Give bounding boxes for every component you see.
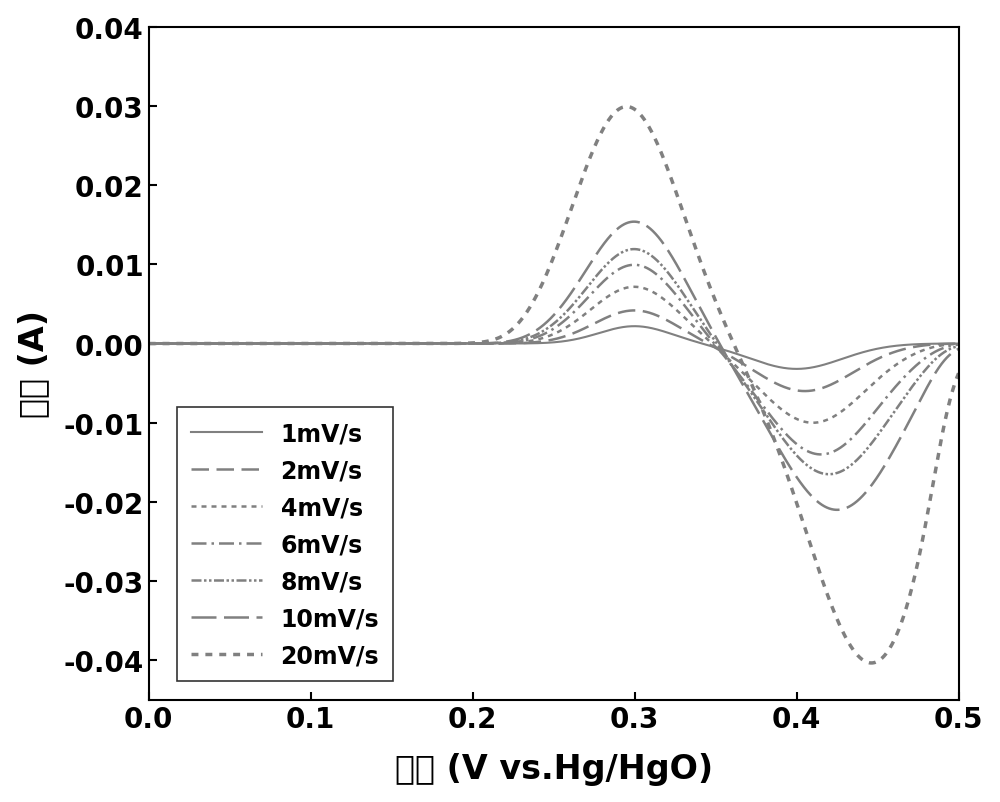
8mV/s: [850, 456, 862, 466]
20mV/s: [283, 339, 295, 349]
10mV/s: [953, 345, 965, 354]
1mV/s: [453, 339, 465, 349]
1mV/s: [850, 350, 862, 359]
2mV/s: [937, 340, 949, 350]
6mV/s: [937, 344, 949, 354]
1mV/s: [143, 339, 155, 349]
8mV/s: [628, 245, 640, 254]
10mV/s: [937, 358, 949, 367]
6mV/s: [488, 339, 500, 349]
20mV/s: [850, 649, 862, 658]
20mV/s: [953, 369, 965, 379]
X-axis label: 电压 (V vs.Hg/HgO): 电压 (V vs.Hg/HgO): [395, 752, 713, 785]
10mV/s: [628, 217, 640, 227]
1mV/s: [791, 365, 803, 375]
2mV/s: [488, 339, 500, 349]
1mV/s: [488, 339, 500, 349]
4mV/s: [937, 341, 949, 350]
4mV/s: [283, 339, 295, 349]
20mV/s: [235, 339, 247, 349]
10mV/s: [850, 497, 862, 507]
8mV/s: [488, 339, 500, 349]
1mV/s: [235, 339, 247, 349]
4mV/s: [850, 395, 862, 405]
Line: 8mV/s: 8mV/s: [149, 249, 959, 475]
2mV/s: [799, 387, 811, 396]
Line: 20mV/s: 20mV/s: [149, 107, 959, 663]
2mV/s: [850, 367, 862, 376]
4mV/s: [953, 339, 965, 349]
10mV/s: [235, 339, 247, 349]
20mV/s: [937, 425, 949, 435]
4mV/s: [143, 339, 155, 349]
2mV/s: [953, 339, 965, 349]
Line: 2mV/s: 2mV/s: [149, 311, 959, 391]
8mV/s: [143, 339, 155, 349]
8mV/s: [953, 342, 965, 351]
8mV/s: [823, 470, 835, 480]
10mV/s: [283, 339, 295, 349]
2mV/s: [283, 339, 295, 349]
20mV/s: [488, 335, 500, 345]
10mV/s: [831, 505, 843, 515]
1mV/s: [629, 322, 641, 331]
6mV/s: [815, 450, 827, 460]
4mV/s: [628, 282, 640, 292]
6mV/s: [953, 340, 965, 350]
1mV/s: [937, 339, 949, 349]
Line: 6mV/s: 6mV/s: [149, 265, 959, 455]
2mV/s: [235, 339, 247, 349]
6mV/s: [143, 339, 155, 349]
2mV/s: [453, 339, 465, 349]
Line: 4mV/s: 4mV/s: [149, 287, 959, 423]
10mV/s: [453, 339, 465, 349]
6mV/s: [850, 430, 862, 439]
1mV/s: [953, 339, 965, 349]
10mV/s: [143, 339, 155, 349]
20mV/s: [143, 339, 155, 349]
4mV/s: [488, 339, 500, 349]
2mV/s: [143, 339, 155, 349]
8mV/s: [937, 349, 949, 358]
Y-axis label: 电流 (A): 电流 (A): [17, 310, 50, 418]
Legend: 1mV/s, 2mV/s, 4mV/s, 6mV/s, 8mV/s, 10mV/s, 20mV/s: 1mV/s, 2mV/s, 4mV/s, 6mV/s, 8mV/s, 10mV/…: [177, 407, 393, 682]
6mV/s: [453, 339, 465, 349]
2mV/s: [628, 306, 640, 316]
20mV/s: [865, 658, 877, 668]
Line: 1mV/s: 1mV/s: [149, 326, 959, 370]
6mV/s: [235, 339, 247, 349]
8mV/s: [453, 339, 465, 349]
20mV/s: [453, 339, 465, 349]
4mV/s: [453, 339, 465, 349]
10mV/s: [488, 338, 500, 348]
8mV/s: [235, 339, 247, 349]
4mV/s: [807, 419, 819, 428]
1mV/s: [283, 339, 295, 349]
8mV/s: [283, 339, 295, 349]
6mV/s: [283, 339, 295, 349]
4mV/s: [235, 339, 247, 349]
6mV/s: [628, 261, 640, 270]
Line: 10mV/s: 10mV/s: [149, 222, 959, 510]
20mV/s: [621, 103, 633, 112]
